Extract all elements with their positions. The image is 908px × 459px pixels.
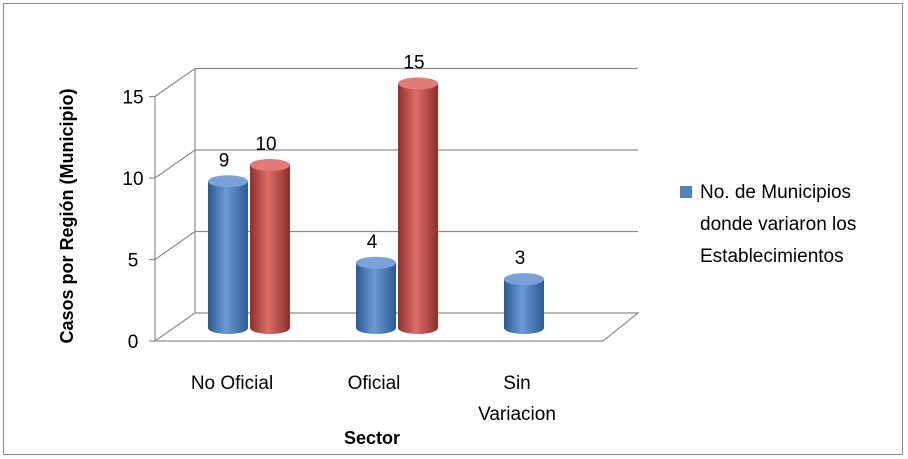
- gridline-side: [155, 232, 195, 260]
- bar-red: [250, 159, 290, 334]
- legend-line-2: donde variaron los: [700, 214, 856, 235]
- x-tick-label: Sin: [503, 373, 530, 394]
- y-tick-label: 15: [122, 88, 143, 109]
- bar-body: [356, 263, 396, 334]
- bar-blue: [504, 273, 544, 334]
- y-tick-label: 5: [128, 251, 139, 272]
- bar-top: [250, 159, 290, 171]
- bar-body: [250, 165, 290, 334]
- bar-red: [398, 78, 438, 335]
- bar-blue: [208, 175, 248, 334]
- legend-swatch: [680, 186, 692, 198]
- legend: No. de Municipios donde variaron los Est…: [680, 182, 856, 267]
- bar-top: [356, 257, 396, 269]
- y-axis-title: Casos por Región (Municipio): [57, 88, 77, 343]
- x-tick-label: Variacion: [478, 404, 556, 425]
- gridline-side: [155, 150, 195, 178]
- x-tick-label: Oficial: [348, 373, 401, 394]
- data-label: 10: [255, 134, 276, 155]
- bar-body: [208, 181, 248, 334]
- y-tick-label: 0: [128, 332, 139, 353]
- y-tick-label: 10: [122, 169, 143, 190]
- bar-body: [398, 84, 438, 335]
- legend-line-3: Establecimientos: [700, 246, 844, 267]
- bar-blue: [356, 257, 396, 334]
- x-tick-label: No Oficial: [191, 373, 273, 394]
- gridline-side: [155, 69, 195, 97]
- bar-top: [504, 273, 544, 285]
- data-label: 9: [219, 150, 230, 171]
- data-label: 3: [515, 248, 526, 269]
- data-label: 15: [403, 53, 424, 74]
- data-label: 4: [367, 232, 378, 253]
- bar-body: [504, 279, 544, 334]
- bar-top: [398, 78, 438, 90]
- bar-top: [208, 175, 248, 187]
- legend-line-1: No. de Municipios: [700, 182, 851, 203]
- x-axis-title: Sector: [344, 428, 400, 448]
